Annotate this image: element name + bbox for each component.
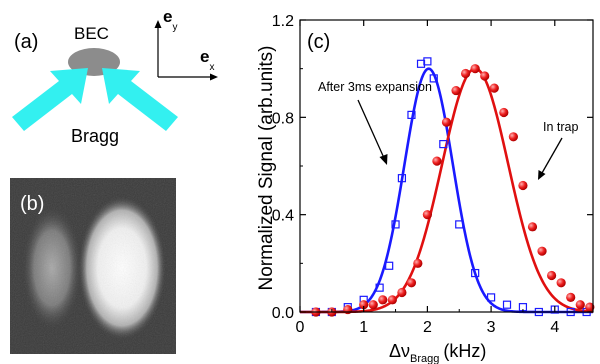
- data-point-circle: [556, 278, 566, 288]
- data-point-circle: [527, 222, 538, 232]
- y-tick-label: 0.8: [272, 110, 294, 127]
- data-point-circle: [566, 292, 576, 302]
- x-tick-label: 3: [487, 319, 496, 336]
- data-point-square: [502, 300, 512, 309]
- data-point-square: [375, 283, 384, 292]
- data-point-circle: [397, 287, 407, 298]
- data-point-circle: [378, 295, 388, 305]
- data-point-square: [429, 74, 438, 83]
- plot-area: [300, 57, 595, 317]
- bragg-label: Bragg: [71, 126, 119, 146]
- data-point-circle: [413, 258, 423, 268]
- x-axis-label: ΔνBragg (kHz): [389, 341, 486, 364]
- y-tick-label: 0.4: [272, 208, 294, 225]
- bragg-beam-right-icon: [102, 68, 178, 131]
- x-tick-label: 1: [359, 319, 368, 336]
- x-tick-label: 2: [423, 319, 432, 336]
- data-point-circle: [432, 156, 442, 166]
- data-point-square: [455, 220, 464, 229]
- annotation-after-expansion-arrowhead-icon: [379, 154, 388, 165]
- data-point-square: [391, 220, 400, 229]
- axis-x-label: ex: [200, 47, 214, 73]
- bragg-beam-left-icon: [12, 68, 88, 131]
- data-point-circle: [461, 68, 471, 79]
- annotation-after-expansion-arrow-icon: [357, 99, 385, 159]
- x-tick-label: 0: [296, 319, 305, 336]
- axis-x-arrowhead-icon: [210, 73, 218, 81]
- data-point-circle: [480, 71, 490, 81]
- image-noise: [10, 178, 176, 354]
- data-point-circle: [585, 302, 595, 312]
- annotation-in-trap-arrow-icon: [541, 137, 563, 174]
- plot-frame: [299, 19, 594, 313]
- data-point-circle: [537, 246, 547, 256]
- data-point-square: [385, 261, 394, 270]
- axis-y-label: ey: [163, 7, 177, 33]
- data-point-circle: [343, 304, 353, 315]
- data-point-square: [471, 268, 480, 278]
- data-point-square: [397, 174, 407, 183]
- data-point-square: [486, 293, 496, 302]
- data-point-square: [407, 110, 416, 120]
- bec-label: BEC: [74, 24, 109, 43]
- data-point-circle: [368, 300, 378, 310]
- y-tick-label: 1.2: [272, 13, 294, 30]
- data-point-circle: [422, 210, 432, 220]
- data-point-circle: [499, 107, 509, 118]
- axis-y-arrowhead-icon: [154, 20, 162, 28]
- y-tick-label: 0.0: [272, 305, 294, 322]
- data-point-circle: [359, 300, 369, 310]
- data-point-square: [416, 59, 426, 68]
- data-point-circle: [546, 270, 557, 281]
- data-point-circle: [518, 180, 528, 191]
- data-point-circle: [489, 83, 499, 93]
- data-point-circle: [441, 117, 452, 127]
- panel-b-label: (b): [20, 193, 44, 215]
- x-tick-label: 4: [550, 319, 559, 336]
- annotation-after-expansion: After 3ms expansion: [318, 80, 432, 94]
- data-point-circle: [575, 300, 585, 310]
- data-point-square: [423, 57, 432, 66]
- data-point-circle: [470, 64, 480, 74]
- annotation-in-trap-arrowhead-icon: [538, 170, 546, 180]
- panel-a-label: (a): [14, 31, 38, 53]
- panel-a: (a) BEC Bragg ey ex: [12, 7, 218, 146]
- data-point-square: [439, 140, 448, 149]
- y-axis-label: Normalized Signal (arb.units): [256, 46, 277, 291]
- panel-c: 0 1 2 3 4 0.0 0.4 0.8 1.2 (c) ΔνBragg (kHz) Norma…: [256, 13, 595, 364]
- axis-ticks: 0 1 2 3 4 0.0 0.4 0.8 1.2: [272, 13, 593, 336]
- panel-c-label: (c): [307, 31, 330, 53]
- panel-b: (b): [10, 178, 176, 354]
- data-point-circle: [508, 132, 518, 142]
- annotation-in-trap: In trap: [543, 120, 578, 134]
- data-point-circle: [387, 295, 397, 305]
- data-point-circle: [406, 278, 417, 288]
- data-point-circle: [451, 85, 461, 96]
